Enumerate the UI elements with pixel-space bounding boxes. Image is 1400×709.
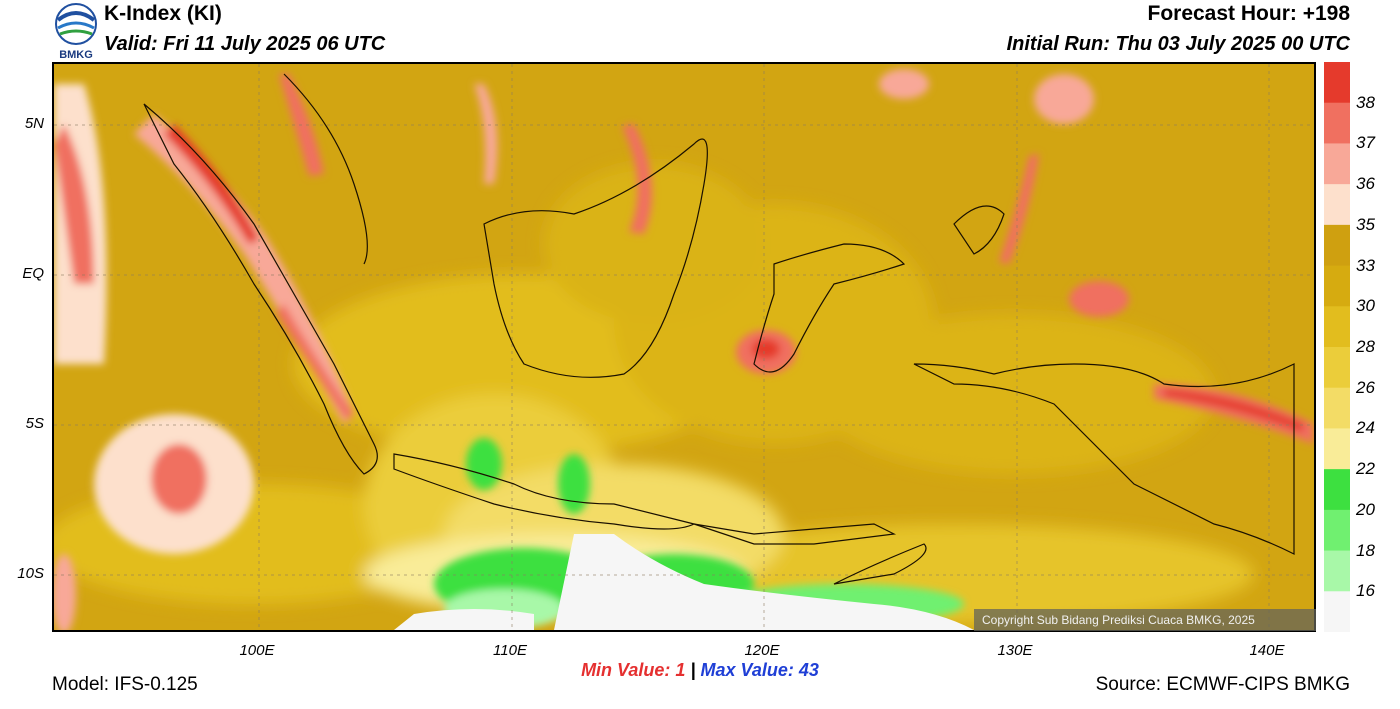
- lat-label-5n: 5N: [24, 115, 44, 132]
- lon-label-120e: 120E: [744, 642, 780, 659]
- map-canvas: [54, 64, 1314, 630]
- min-max-line: Min Value: 1 | Max Value: 43: [0, 660, 1400, 681]
- legend-label: 36: [1356, 174, 1375, 194]
- forecast-hour: Forecast Hour: +198: [1147, 2, 1351, 25]
- min-value-zone: [554, 534, 974, 630]
- legend-swatch: [1324, 387, 1350, 429]
- model-name: Model: IFS-0.125: [52, 674, 198, 695]
- legend-swatch: [1324, 550, 1350, 592]
- lat-label-eq: EQ: [22, 265, 44, 282]
- valid-time: Valid: Fri 11 July 2025 06 UTC: [104, 33, 386, 55]
- lat-label-10s: 10S: [17, 565, 44, 582]
- legend-swatch: [1324, 184, 1350, 226]
- legend-colorbar: [1324, 62, 1350, 633]
- bmkg-logo: BMKG: [52, 2, 100, 61]
- initial-run: Initial Run: Thu 03 July 2025 00 UTC: [1006, 33, 1350, 55]
- legend-label: 18: [1356, 540, 1375, 560]
- data-source: Source: ECMWF-CIPS BMKG: [1095, 674, 1350, 695]
- legend-label: 37: [1356, 133, 1375, 153]
- lon-label-130e: 130E: [997, 642, 1033, 659]
- lat-label-5s: 5S: [25, 415, 44, 432]
- bmkg-emblem-icon: BMKG: [55, 3, 97, 61]
- chart-title: K-Index (KI): [104, 2, 222, 25]
- max-value: 43: [798, 660, 819, 680]
- logo-text: BMKG: [59, 49, 93, 60]
- legend-swatch: [1324, 62, 1350, 104]
- legend-swatch: [1324, 428, 1350, 470]
- legend-swatch: [1324, 509, 1350, 552]
- high-k-zone: [54, 69, 1314, 630]
- copyright-notice: Copyright Sub Bidang Prediksi Cuaca BMKG…: [974, 609, 1316, 631]
- coastlines: [143, 73, 1295, 585]
- lon-label-140e: 140E: [1249, 642, 1285, 659]
- legend-label: 38: [1356, 92, 1375, 112]
- legend-swatches: [1324, 62, 1350, 633]
- lon-label-100e: 100E: [239, 642, 275, 659]
- legend-label: 20: [1356, 499, 1375, 519]
- legend-swatch: [1324, 306, 1350, 348]
- grid-lines: [54, 64, 1314, 630]
- legend-swatch: [1324, 347, 1350, 389]
- legend-label: 22: [1356, 459, 1375, 479]
- legend-swatch: [1324, 265, 1350, 307]
- legend-swatch: [1324, 469, 1350, 511]
- map-panel: [52, 62, 1316, 632]
- legend-swatch: [1324, 102, 1350, 144]
- legend-swatch: [1324, 143, 1350, 185]
- legend-label: 16: [1356, 581, 1375, 601]
- legend-label: 30: [1356, 296, 1375, 316]
- legend-label: 24: [1356, 418, 1375, 438]
- legend-swatch: [1324, 591, 1350, 633]
- legend-label: 33: [1356, 255, 1375, 275]
- min-value: 1: [675, 660, 686, 680]
- max-value-label: Max Value:: [700, 660, 794, 680]
- legend-swatch: [1324, 224, 1350, 267]
- legend-label: 26: [1356, 377, 1375, 397]
- lon-label-110e: 110E: [493, 642, 527, 659]
- value-separator: |: [690, 660, 696, 680]
- legend-label: 28: [1356, 337, 1375, 356]
- min-value-label: Min Value:: [581, 660, 671, 680]
- legend-label: 35: [1356, 214, 1375, 234]
